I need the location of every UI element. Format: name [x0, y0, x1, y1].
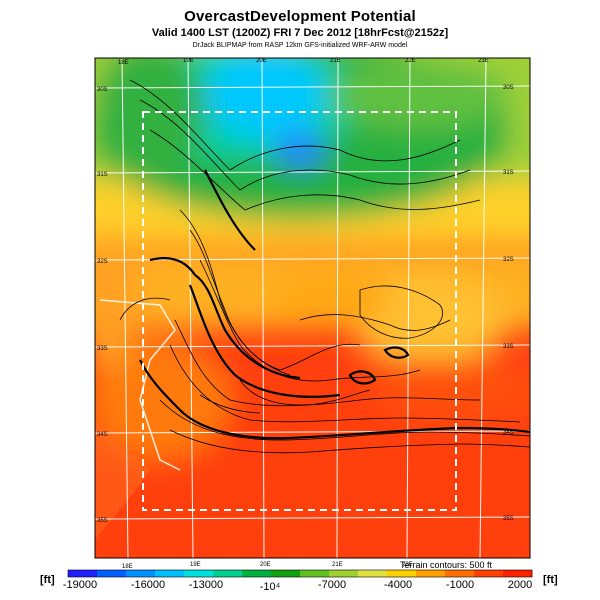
lat-right-label: 35S [503, 516, 514, 522]
valid-time-subtitle: Valid 1400 LST (1200Z) FRI 7 Dec 2012 [1… [151, 27, 449, 39]
colorbar-tick: -1000 [446, 579, 474, 591]
colorbar-segment [503, 570, 533, 577]
colorbar-tick: -16000 [131, 579, 165, 591]
colorbar-tick: 2000 [508, 579, 532, 591]
colorbar-segment [416, 570, 446, 577]
lat-right-label: 32S [503, 257, 514, 263]
graticule [95, 58, 530, 558]
colorbar-segment [126, 570, 156, 577]
colorbar-segment [155, 570, 185, 577]
lon-top-label: 23E [478, 58, 489, 64]
lat-right-label: 33S [503, 344, 514, 350]
lat-left-label: 30S [97, 87, 108, 93]
colorbar-unit-left: [ft] [40, 574, 55, 586]
lon-bottom-label: 21E [332, 562, 343, 568]
colorbar-tick: -19000 [63, 579, 97, 591]
lon-top-label: 19E [183, 58, 194, 64]
terrain-contour-note: Terrain contours: 500 ft [400, 560, 493, 570]
colorbar [67, 569, 533, 578]
colorbar-tick: -10⁴ [260, 581, 281, 593]
latitude-labels-right: 30S 31S 32S 33S 34S 35S [503, 85, 514, 522]
lat-left-label: 34S [97, 432, 108, 438]
colorbar-segment [329, 570, 359, 577]
lat-left-label: 33S [97, 346, 108, 352]
latitude-labels-left: 30S 31S 32S 33S 34S 35S [97, 87, 108, 524]
inner-domain-boundary [142, 111, 457, 511]
lon-top-label: 22E [405, 58, 416, 64]
lat-right-label: 30S [503, 85, 514, 91]
colorbar-segment [474, 570, 504, 577]
lon-top-label: 18E [118, 60, 129, 66]
lon-top-label: 20E [256, 58, 267, 64]
colorbar-segment [271, 570, 301, 577]
colorbar-border [67, 569, 533, 578]
longitude-labels-top: 18E 19E 20E 21E 22E 23E [118, 58, 489, 66]
colorbar-segment [97, 570, 127, 577]
lon-bottom-label: 22E [402, 562, 413, 568]
lat-left-label: 32S [97, 259, 108, 265]
colorbar-segment [300, 570, 330, 577]
colorbar-tick-labels: -19000 -16000 -13000 -10⁴ -7000 -4000 -1… [63, 579, 532, 593]
model-credit: DrJack BLIPMAP from RASP 12km GFS-initia… [192, 42, 408, 49]
colorbar-segment [68, 570, 98, 577]
colorbar-tick: -13000 [189, 579, 223, 591]
colorbar-unit-right: [ft] [543, 574, 558, 586]
terrain-contours [119, 79, 530, 454]
colorbar-segment [184, 570, 214, 577]
colorbar-tick: -7000 [318, 579, 346, 591]
lon-bottom-label: 19E [190, 562, 201, 568]
colorbar-segment [445, 570, 475, 577]
longitude-labels-bottom: 18E 19E 20E 21E 22E [122, 562, 413, 570]
lat-left-label: 31S [97, 172, 108, 178]
colorbar-segment [213, 570, 243, 577]
lon-top-label: 21E [330, 58, 341, 64]
chart-title: OvercastDevelopment Potential [184, 8, 416, 25]
lat-right-label: 31S [503, 170, 514, 176]
colorbar-tick: -4000 [384, 579, 412, 591]
map-frame [94, 57, 531, 559]
lon-bottom-label: 20E [260, 562, 271, 568]
lon-bottom-label: 18E [122, 564, 133, 570]
colorbar-segment [358, 570, 388, 577]
colorbar-segment [387, 570, 417, 577]
colorbar-segment [242, 570, 272, 577]
lat-left-label: 35S [97, 518, 108, 524]
overcast-potential-field [95, 58, 530, 558]
lat-right-label: 34S [503, 430, 514, 436]
